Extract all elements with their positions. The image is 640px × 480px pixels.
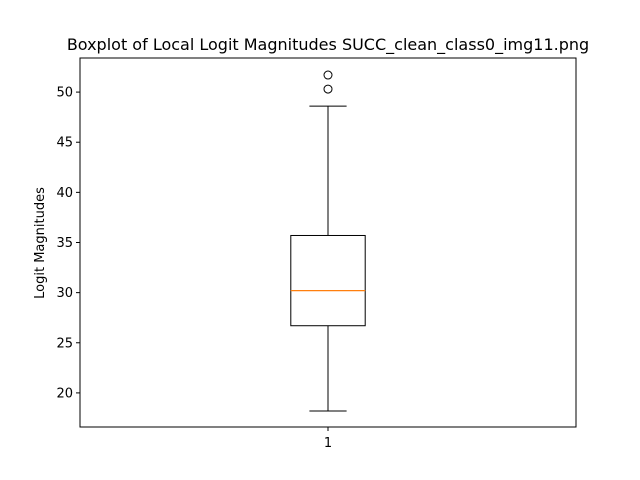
outlier-point: [323, 84, 333, 94]
x-tick-label: 1: [324, 436, 332, 451]
interquartile-box: [290, 234, 366, 327]
y-tick-label: 25: [56, 336, 73, 351]
x-axis-ticks: 1: [324, 427, 332, 451]
y-tick-label: 50: [56, 86, 73, 101]
y-tick-label: 40: [56, 186, 73, 201]
y-tick-label: 20: [56, 386, 73, 401]
y-tick-label: 45: [56, 136, 73, 151]
plot-frame: [79, 57, 577, 428]
box-series: [290, 70, 366, 412]
y-tick-label: 35: [56, 236, 73, 251]
y-axis-label: Logit Magnitudes: [33, 187, 48, 299]
y-tick-label: 30: [56, 286, 73, 301]
y-axis-ticks: 20 25 30 35 40 45 50: [56, 86, 80, 401]
chart-title: Boxplot of Local Logit Magnitudes SUCC_c…: [67, 35, 589, 55]
outlier-point: [323, 70, 333, 80]
